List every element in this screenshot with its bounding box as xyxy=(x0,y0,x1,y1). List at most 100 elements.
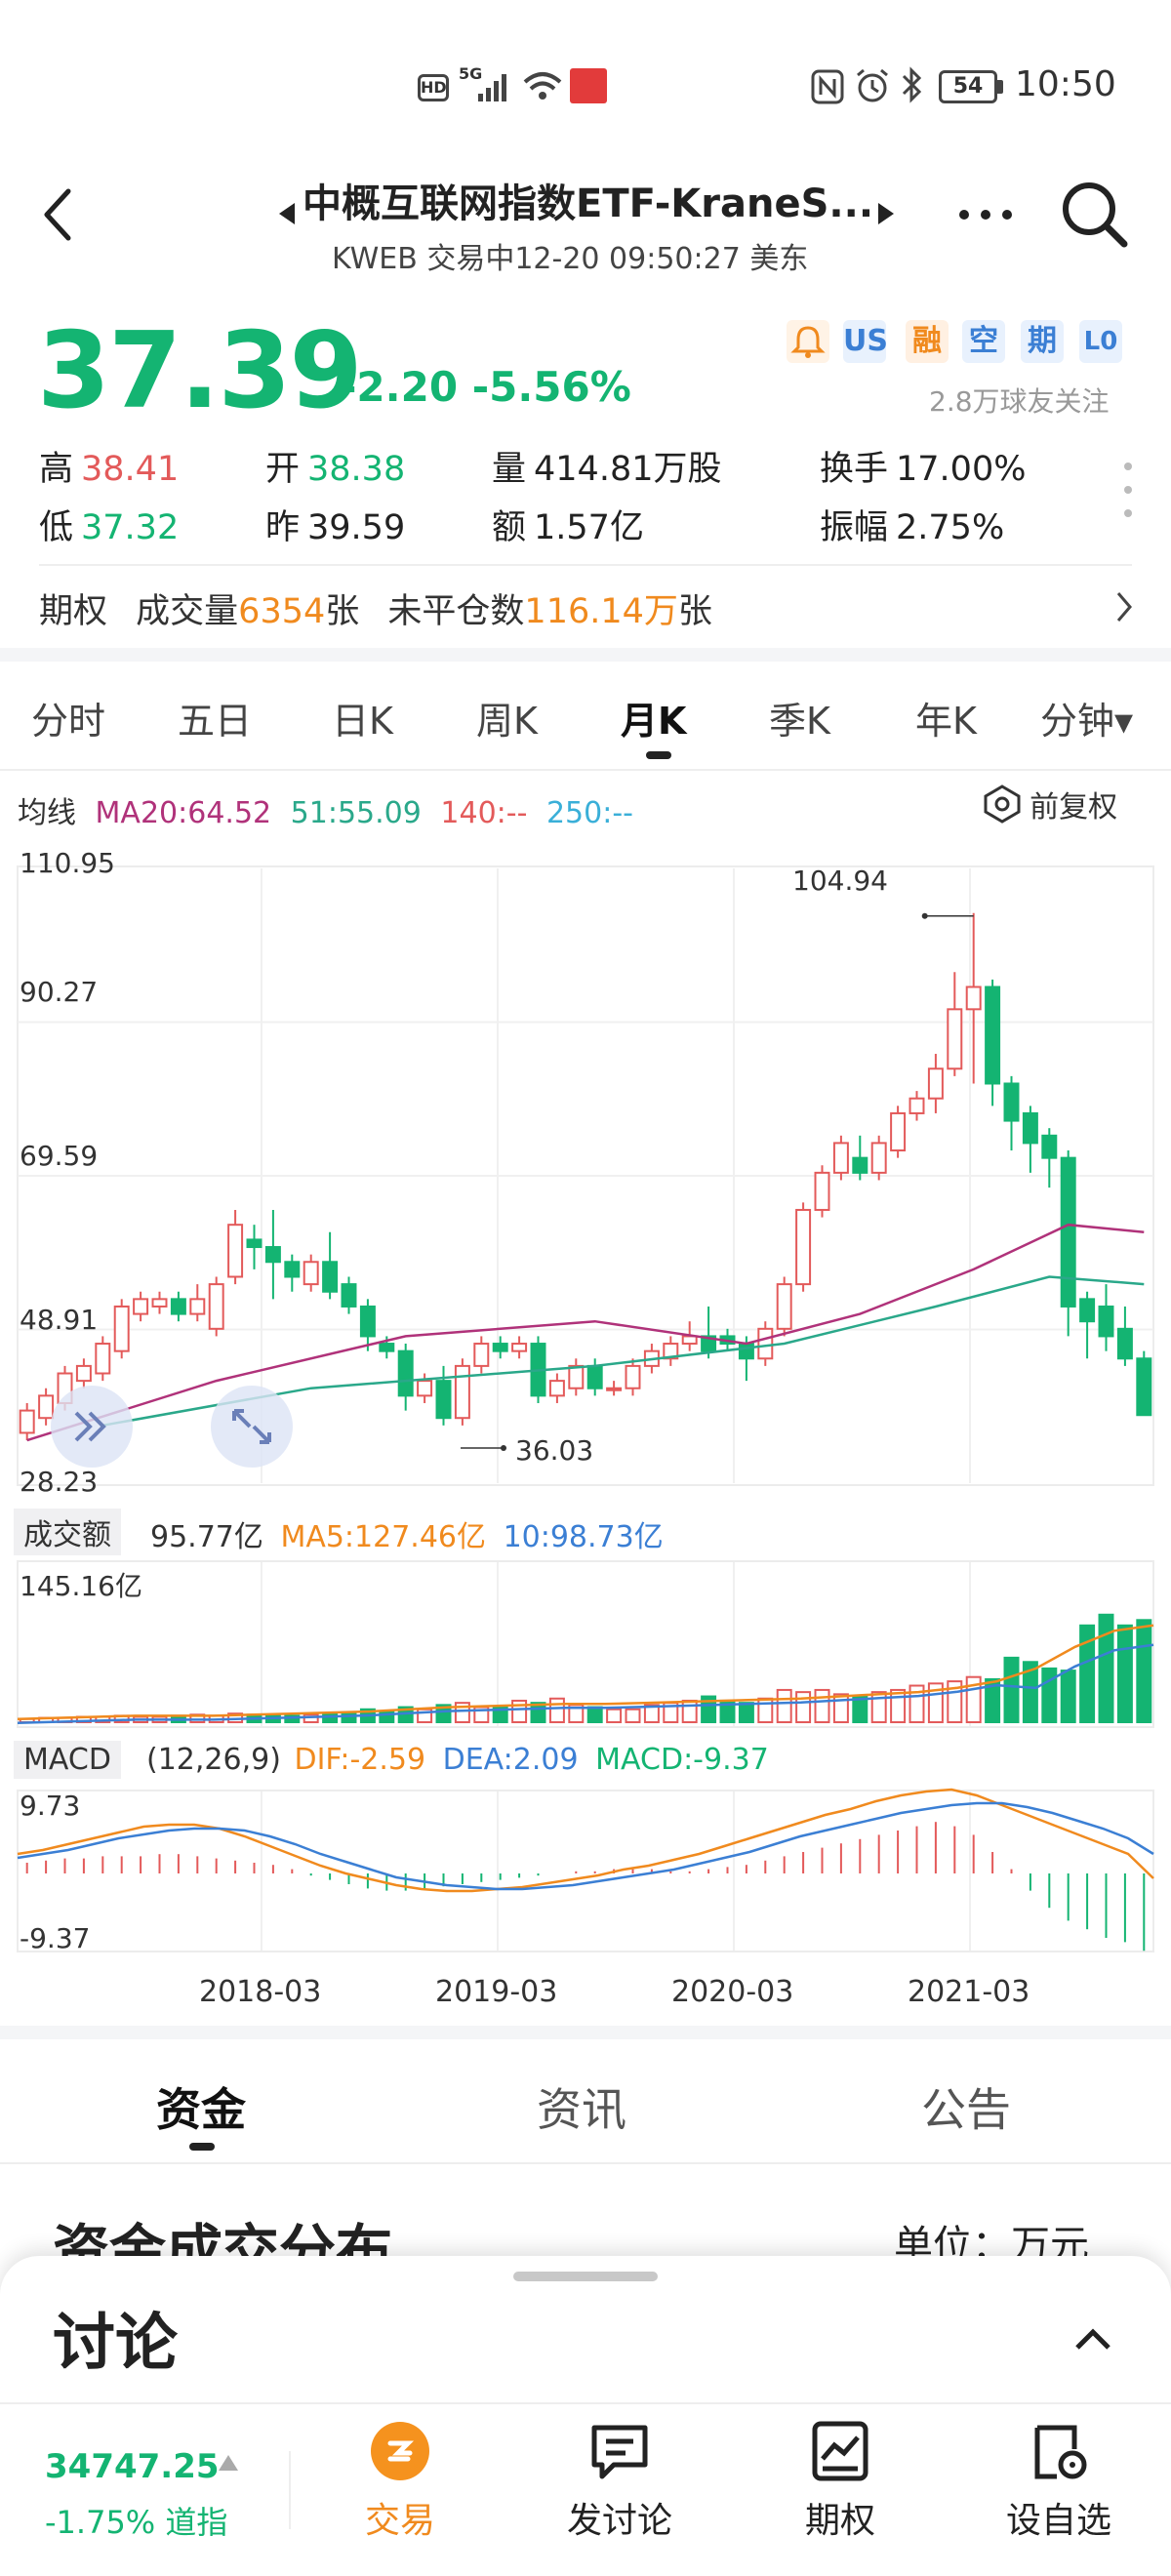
candle-body xyxy=(701,1335,717,1352)
tab-funds[interactable]: 资金 xyxy=(156,2083,246,2136)
options-oi-label: 未平仓数 xyxy=(387,592,525,631)
dow-index-value[interactable]: 34747.25 xyxy=(45,2447,220,2486)
badge-margin[interactable]: 融 xyxy=(906,320,949,363)
options-label: 期权 xyxy=(39,592,108,631)
stat-open-label: 开 xyxy=(265,450,301,489)
volume-bar xyxy=(341,1711,357,1723)
options-oi-unit: 张 xyxy=(677,592,712,631)
battery-level: 54 xyxy=(952,74,984,99)
candle-body xyxy=(568,1364,585,1389)
prev-stock-icon[interactable] xyxy=(277,201,299,226)
candle-body xyxy=(151,1298,168,1308)
volume-bar xyxy=(1041,1667,1058,1724)
stat-volume-value: 414.81万股 xyxy=(534,450,722,489)
macd-params: (12,26,9) xyxy=(146,1743,281,1777)
tab-intraday[interactable]: 分时 xyxy=(31,700,106,743)
volume-bar xyxy=(776,1688,792,1724)
candle-body xyxy=(492,1343,508,1352)
fullscreen-button[interactable] xyxy=(211,1386,293,1468)
adjust-toggle[interactable]: 前复权 xyxy=(980,783,1117,825)
tabs-divider xyxy=(0,769,1171,771)
volume-bar xyxy=(681,1699,698,1724)
volume-bar xyxy=(701,1695,717,1724)
tab-active-indicator xyxy=(646,751,671,759)
volume-bar xyxy=(1098,1613,1114,1723)
candle-body xyxy=(511,1343,528,1352)
tab-5day[interactable]: 五日 xyxy=(178,700,253,743)
ma51-value: 51:55.09 xyxy=(290,796,422,830)
tab-monthly[interactable]: 月K xyxy=(621,700,687,743)
candle-body xyxy=(417,1380,433,1397)
stat-low: 低 37.32 xyxy=(39,500,179,549)
candle-body xyxy=(1060,1156,1076,1308)
tab-daily[interactable]: 日K xyxy=(332,700,393,743)
nav-post[interactable]: 发讨论 xyxy=(546,2420,693,2543)
volume-bar xyxy=(1060,1670,1076,1723)
price-change-value: -2.20 xyxy=(340,363,459,411)
tab-weekly[interactable]: 周K xyxy=(476,700,538,743)
candle-body xyxy=(1098,1305,1114,1338)
tab-announcements[interactable]: 公告 xyxy=(921,2083,1011,2136)
macd-legend: (12,26,9) DIF:-2.59 DEA:2.09 MACD:-9.37 xyxy=(146,1743,769,1777)
adjust-label: 前复权 xyxy=(1030,790,1118,825)
alert-bell-icon[interactable] xyxy=(787,320,829,363)
macd-value: MACD:-9.37 xyxy=(595,1743,769,1777)
stat-volume-label: 量 xyxy=(492,450,527,489)
candle-body xyxy=(246,1238,262,1249)
followers-count: 2.8万球友关注 xyxy=(929,385,1110,418)
candle-body xyxy=(795,1208,812,1286)
badge-us[interactable]: US xyxy=(843,320,888,363)
volume-label[interactable]: 成交额 xyxy=(14,1509,121,1555)
candle-body xyxy=(133,1298,149,1315)
more-dots-icon[interactable] xyxy=(956,203,1015,226)
tab-yearly[interactable]: 年K xyxy=(915,700,977,743)
next-stock-icon[interactable] xyxy=(874,201,896,226)
wifi-icon xyxy=(523,72,562,100)
min-price-label: 36.03 xyxy=(515,1434,594,1467)
header: 中概互联网指数ETF-KraneS... KWEB 交易中12-20 09:50… xyxy=(0,166,1171,283)
clock: 10:50 xyxy=(1015,64,1116,104)
volume-bar xyxy=(795,1691,812,1724)
options-summary[interactable]: 期权 成交量6354张 未平仓数116.14万张 xyxy=(39,584,712,633)
badge-short[interactable]: 空 xyxy=(962,320,1005,363)
candle-body xyxy=(208,1283,224,1330)
badge-l0[interactable]: L0 xyxy=(1079,320,1122,363)
x-tick-2020: 2020-03 xyxy=(671,1975,794,2009)
volume-bar xyxy=(1079,1624,1096,1724)
expand-stats-icon[interactable] xyxy=(1120,459,1136,523)
nav-trade[interactable]: 交易 xyxy=(327,2420,473,2543)
candle-body xyxy=(832,1142,849,1174)
network-gen: 5G xyxy=(459,64,483,83)
tab-quarterly[interactable]: 季K xyxy=(769,700,830,743)
option-icon xyxy=(812,2421,868,2481)
nav-watchlist[interactable]: 设自选 xyxy=(986,2420,1132,2543)
volume-ma10-line xyxy=(17,1643,1154,1724)
back-icon[interactable] xyxy=(39,185,78,244)
scroll-left-button[interactable] xyxy=(51,1386,133,1468)
volume-bar xyxy=(1116,1624,1133,1724)
stat-high-value: 38.41 xyxy=(81,450,180,489)
nav-watchlist-label: 设自选 xyxy=(1005,2501,1111,2541)
alarm-icon xyxy=(857,68,888,102)
kline-chart[interactable] xyxy=(0,839,1171,2010)
chevron-up-icon[interactable] xyxy=(1071,2324,1114,2354)
macd-label[interactable]: MACD xyxy=(14,1741,121,1779)
tab-minute[interactable]: 分钟▾ xyxy=(1040,700,1134,743)
volume-frame xyxy=(17,1560,1154,1728)
candle-body xyxy=(814,1171,830,1211)
candle-body xyxy=(927,1067,944,1100)
candle-body xyxy=(473,1343,490,1367)
nav-options[interactable]: 期权 xyxy=(767,2420,913,2543)
candle-body xyxy=(341,1283,357,1308)
candle-body xyxy=(890,1111,907,1152)
stat-amplitude-value: 2.75% xyxy=(896,508,1005,547)
volume-legend: 95.77亿 MA5:127.46亿 10:98.73亿 xyxy=(150,1512,664,1555)
search-icon[interactable] xyxy=(1060,180,1130,250)
sheet-drag-handle[interactable] xyxy=(513,2272,658,2281)
badge-options[interactable]: 期 xyxy=(1021,320,1064,363)
candle-body xyxy=(681,1335,698,1346)
options-vol-value: 6354 xyxy=(238,592,326,631)
chevron-right-icon[interactable] xyxy=(1112,589,1136,624)
tab-news[interactable]: 资讯 xyxy=(537,2083,626,2136)
volume-ma5: MA5:127.46亿 xyxy=(280,1520,487,1554)
